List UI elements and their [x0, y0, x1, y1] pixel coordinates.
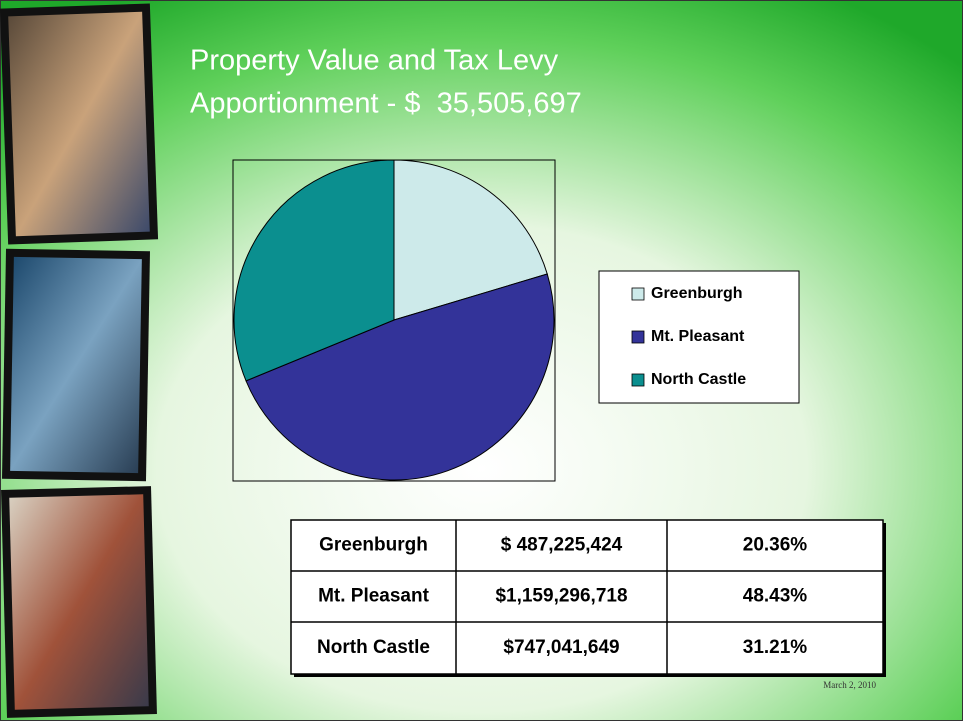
slide-title: Property Value and Tax Levy	[190, 45, 559, 77]
photo-strip	[0, 3, 158, 717]
legend-label: North Castle	[651, 371, 746, 388]
slide: Property Value and Tax Levy Apportionmen…	[0, 0, 963, 721]
legend-swatch	[632, 331, 644, 343]
slide-title: Apportionment - $ 35,505,697	[190, 88, 582, 120]
legend-swatch	[632, 374, 644, 386]
table-cell: $ 487,225,424	[501, 535, 623, 556]
photo	[8, 12, 150, 237]
table-cell: North Castle	[317, 637, 430, 658]
table-cell: 31.21%	[743, 637, 808, 658]
slide-date: March 2, 2010	[823, 680, 876, 690]
table-cell: Mt. Pleasant	[318, 586, 430, 607]
table-cell: $747,041,649	[503, 637, 619, 658]
photo	[10, 257, 142, 473]
table-cell: 20.36%	[743, 535, 808, 556]
table-cell: 48.43%	[743, 586, 808, 607]
table-cell: $1,159,296,718	[495, 586, 627, 607]
photo	[9, 494, 149, 709]
legend-label: Mt. Pleasant	[651, 328, 745, 345]
legend-swatch	[632, 288, 644, 300]
table-cell: Greenburgh	[319, 535, 428, 556]
legend-label: Greenburgh	[651, 285, 743, 302]
